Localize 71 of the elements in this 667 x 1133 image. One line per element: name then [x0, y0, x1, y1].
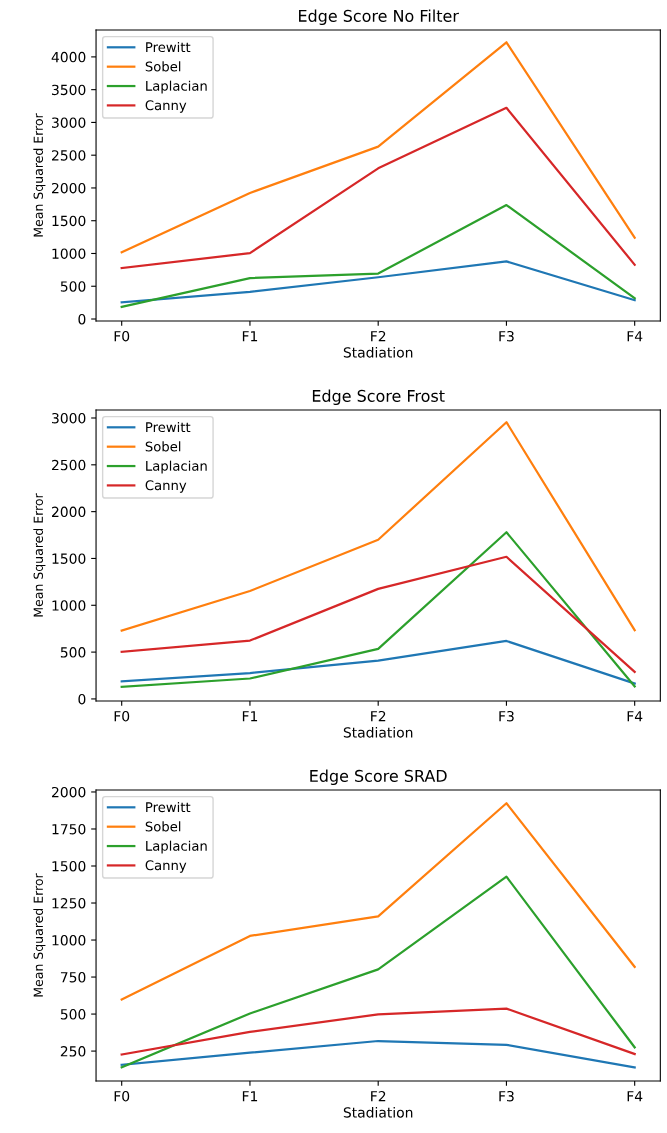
x-tick-label: F3	[499, 710, 514, 722]
line-series	[120, 260, 636, 304]
y-tick-label: 4000	[51, 51, 86, 63]
x-tick-label: F1	[242, 711, 258, 722]
x-axis-title: Stadiation	[343, 346, 413, 358]
x-tick-label: F3	[499, 330, 514, 342]
y-tick-label: 3000	[52, 117, 86, 128]
legend-label: Prewitt	[146, 801, 191, 813]
x-axis-title: Stadiation	[343, 726, 413, 738]
y-tick-label: 0	[78, 313, 86, 325]
y-tick-label: 500	[60, 1009, 86, 1020]
x-axis-title: Stadiation	[343, 1106, 413, 1118]
legend-label: Prewitt	[146, 41, 191, 53]
y-tick-label: 1000	[52, 935, 86, 946]
x-tick-label: F1	[242, 1091, 258, 1102]
y-tick-label: 2500	[52, 150, 86, 161]
legend-label: Laplacian	[146, 840, 207, 854]
legend-label: Canny	[145, 860, 187, 873]
legend-label: Sobel	[145, 441, 181, 452]
y-tick-label: 500	[60, 647, 86, 658]
x-tick-label: F0	[114, 1090, 130, 1102]
x-tick-label: F4	[627, 711, 643, 722]
y-tick-label: 1750	[52, 823, 86, 835]
y-tick-label: 1500	[52, 860, 86, 872]
y-tick-label: 1000	[52, 248, 86, 259]
y-tick-label: 1000	[52, 600, 86, 611]
y-tick-label: 2000	[52, 182, 86, 194]
legend-label: Canny	[145, 480, 187, 493]
line-series	[120, 1007, 636, 1056]
line-series	[120, 531, 636, 688]
legend-label: Laplacian	[146, 460, 207, 474]
legend-label: Sobel	[145, 61, 181, 72]
x-tick-label: F4	[627, 1091, 643, 1102]
y-axis-title: Mean Squared Error	[33, 873, 46, 997]
chart-title: Edge Score Frost	[312, 389, 445, 406]
legend-label: Laplacian	[146, 80, 207, 94]
y-tick-label: 3000	[52, 412, 86, 424]
y-tick-label: 500	[60, 281, 86, 292]
x-tick-label: F0	[114, 710, 130, 722]
x-tick-label: F3	[499, 1090, 514, 1102]
y-tick-label: 750	[60, 972, 86, 983]
y-tick-label: 2000	[52, 506, 86, 518]
legend-label: Sobel	[145, 821, 181, 832]
x-tick-label: F1	[242, 331, 258, 342]
line-series	[120, 555, 636, 673]
legend-label: Prewitt	[146, 421, 191, 433]
line-series	[120, 639, 636, 685]
x-tick-label: F4	[627, 331, 643, 342]
y-tick-label: 3500	[52, 84, 86, 96]
x-tick-label: F2	[371, 330, 386, 342]
x-tick-label: F2	[371, 710, 386, 722]
line-series	[120, 875, 636, 1069]
y-axis-title: Mean Squared Error	[33, 493, 46, 617]
chart-title: Edge Score SRAD	[310, 769, 447, 786]
x-tick-label: F0	[114, 330, 130, 342]
y-tick-label: 0	[78, 693, 86, 705]
chart-title: Edge Score No Filter	[299, 9, 459, 26]
y-tick-label: 1500	[52, 553, 86, 564]
line-series	[120, 41, 636, 254]
line-series	[120, 421, 636, 632]
y-tick-label: 2000	[52, 786, 86, 798]
line-series	[120, 203, 636, 308]
line-series	[120, 802, 636, 1001]
y-tick-label: 1500	[52, 215, 86, 227]
legend-label: Canny	[145, 100, 187, 113]
y-tick-label: 2500	[52, 459, 86, 471]
line-series	[120, 1039, 636, 1069]
y-axis-title: Mean Squared Error	[33, 113, 46, 237]
y-tick-label: 1250	[52, 897, 86, 909]
y-tick-label: 250	[60, 1046, 86, 1057]
x-tick-label: F2	[371, 1090, 386, 1102]
